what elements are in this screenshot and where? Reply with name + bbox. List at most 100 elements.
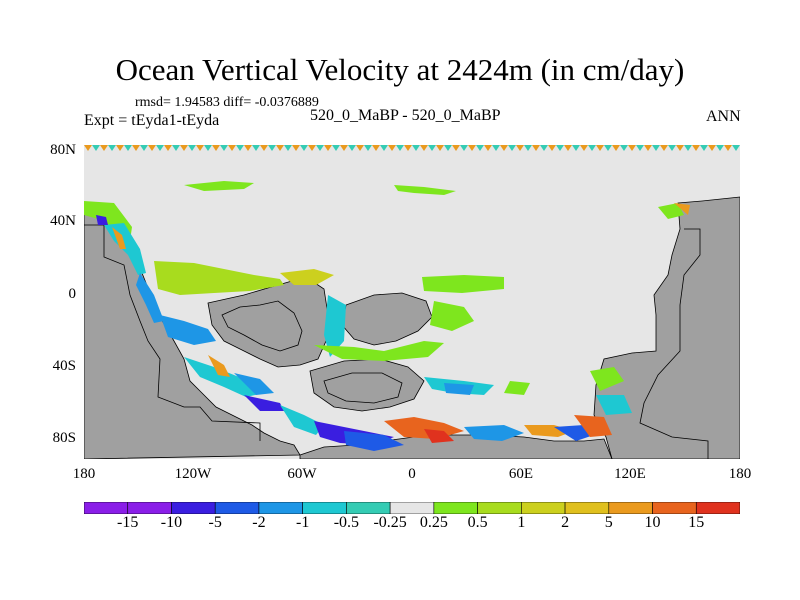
north-edge-marker [580, 145, 588, 151]
lon-label-120e: 120E [614, 466, 646, 482]
north-edge-marker [708, 145, 716, 151]
lat-label-0: 0 [68, 286, 77, 302]
north-edge-marker [196, 145, 204, 151]
north-edge-marker [188, 145, 196, 151]
north-edge-marker [724, 145, 732, 151]
colorbar-label: 1 [517, 514, 526, 531]
north-edge-marker [604, 145, 612, 151]
land-eurasia-outline [639, 228, 709, 459]
colorbar-swatch [652, 502, 697, 514]
lon-label-60e: 60E [508, 466, 534, 482]
north-edge-marker [404, 145, 412, 151]
north-edge-marker [572, 145, 580, 151]
north-edge-marker [452, 145, 460, 151]
north-edge-marker [444, 145, 452, 151]
colorbar-swatch [521, 502, 566, 514]
colorbar-label: -10 [160, 514, 183, 531]
north-edge-marker [300, 145, 308, 151]
lat-label-80s: 80S [52, 430, 76, 446]
colorbar-swatch [477, 502, 522, 514]
land-north-america-outline [84, 224, 261, 441]
north-edge-marker [164, 145, 172, 151]
north-edge-marker [676, 145, 684, 151]
north-edge-marker [524, 145, 532, 151]
north-edge-marker [612, 145, 620, 151]
north-edge-marker [412, 145, 420, 151]
north-edge-marker [428, 145, 436, 151]
north-edge-marker [140, 145, 148, 151]
north-edge-marker [180, 145, 188, 151]
north-edge-marker [636, 145, 644, 151]
north-edge-marker [348, 145, 356, 151]
lat-label-40s: 40S [52, 358, 76, 374]
north-edge-marker [476, 145, 484, 151]
north-edge-marker [540, 145, 548, 151]
velocity-field [84, 181, 690, 451]
north-edge-markers [84, 145, 740, 151]
north-edge-marker [484, 145, 492, 151]
north-edge-marker [732, 145, 740, 151]
cases-label: 520_0_MaBP - 520_0_MaBP [310, 107, 501, 124]
land-south-america-outline [221, 300, 303, 352]
north-edge-marker [628, 145, 636, 151]
colorbar-swatch [346, 502, 391, 514]
north-edge-marker [236, 145, 244, 151]
north-edge-marker [324, 145, 332, 151]
north-edge-marker [316, 145, 324, 151]
north-edge-marker [332, 145, 340, 151]
north-edge-marker [396, 145, 404, 151]
north-edge-marker [252, 145, 260, 151]
north-edge-marker [644, 145, 652, 151]
north-edge-marker [700, 145, 708, 151]
north-edge-marker [668, 145, 676, 151]
lon-label-180e: 180 [728, 466, 752, 482]
north-edge-marker [684, 145, 692, 151]
experiment-label: Expt = tEyda1-tEyda [84, 112, 220, 129]
north-edge-marker [124, 145, 132, 151]
north-edge-marker [156, 145, 164, 151]
lon-label-60w: 60W [287, 466, 317, 482]
north-edge-marker [308, 145, 316, 151]
colorbar-swatch [214, 502, 260, 514]
north-edge-marker [588, 145, 596, 151]
lat-label-40n: 40N [50, 213, 76, 229]
colorbar-label: 0.25 [419, 514, 448, 531]
colorbar-label: 15 [688, 514, 705, 531]
colorbar-label: -1 [295, 514, 310, 531]
plot-title: Ocean Vertical Velocity at 2424m (in cm/… [115, 52, 685, 87]
north-edge-marker [260, 145, 268, 151]
north-edge-marker [212, 145, 220, 151]
north-edge-marker [92, 145, 100, 151]
north-edge-marker [532, 145, 540, 151]
colorbar-label: 10 [644, 514, 661, 531]
north-edge-marker [364, 145, 372, 151]
colorbar-swatch [564, 502, 610, 514]
colorbar-swatch [302, 502, 347, 514]
north-edge-marker [516, 145, 524, 151]
colorbar-swatch [608, 502, 653, 514]
colorbar-swatch [433, 502, 478, 514]
north-edge-marker [268, 145, 276, 151]
colorbar-label: -15 [117, 514, 139, 531]
land-eurasia [593, 196, 740, 459]
north-edge-marker [652, 145, 660, 151]
north-edge-marker [276, 145, 284, 151]
north-edge-marker [100, 145, 108, 151]
north-edge-marker [204, 145, 212, 151]
north-edge-marker [436, 145, 444, 151]
colorbar-swatch [695, 502, 740, 514]
north-edge-marker [508, 145, 516, 151]
north-edge-marker [220, 145, 228, 151]
north-edge-marker [340, 145, 348, 151]
north-edge-marker [492, 145, 500, 151]
north-edge-marker [284, 145, 292, 151]
north-edge-marker [356, 145, 364, 151]
north-edge-marker [556, 145, 564, 151]
north-edge-marker [460, 145, 468, 151]
colorbar-swatch [389, 502, 435, 514]
north-edge-marker [468, 145, 476, 151]
north-edge-marker [692, 145, 700, 151]
colorbar-label: -2 [252, 514, 266, 531]
lon-label-180w: 180 [72, 466, 96, 482]
north-edge-marker [108, 145, 116, 151]
